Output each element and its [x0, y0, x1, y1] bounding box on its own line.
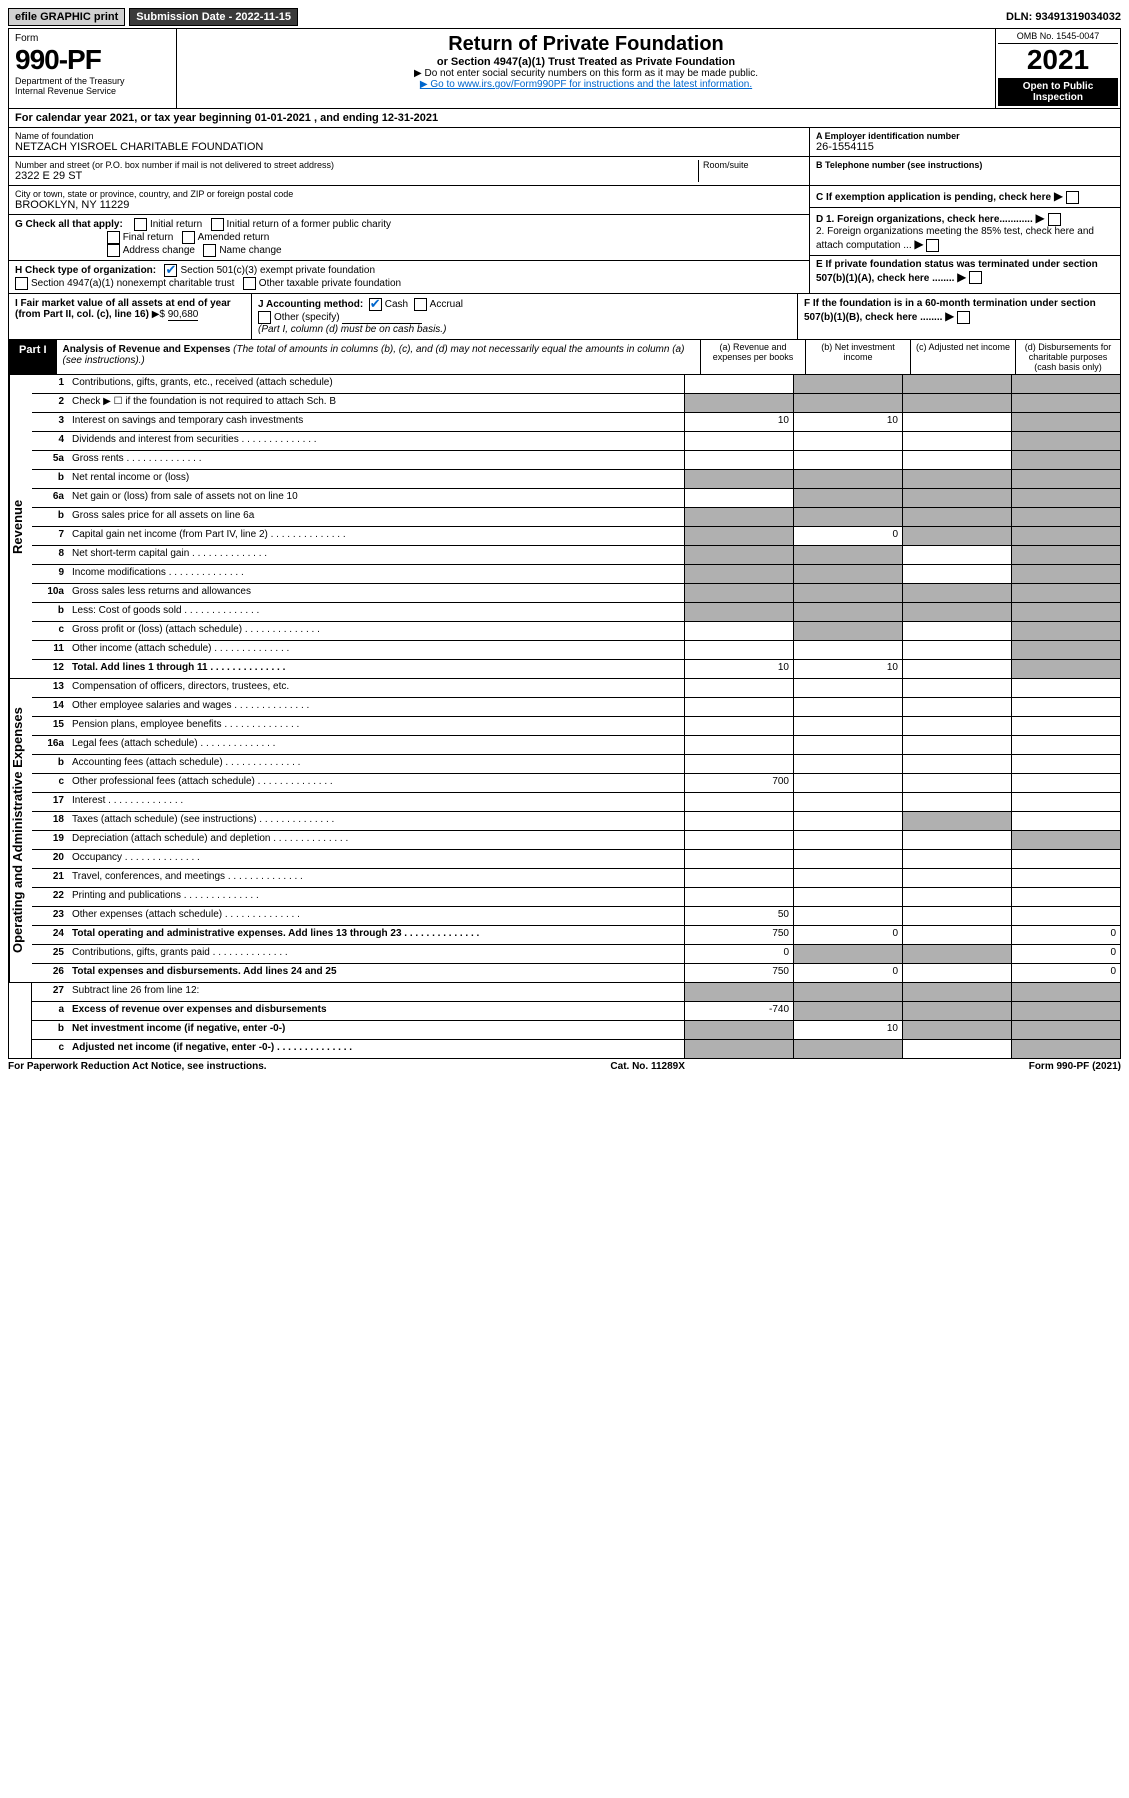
ftr-cat: Cat. No. 11289X [610, 1061, 684, 1072]
cb-e[interactable] [969, 271, 982, 284]
omb-number: OMB No. 1545-0047 [998, 31, 1118, 44]
c-label: C If exemption application is pending, c… [816, 192, 1051, 203]
irs-label: Internal Revenue Service [15, 86, 170, 96]
note-link: ▶ Go to www.irs.gov/Form990PF for instru… [185, 79, 987, 90]
d2-label: 2. Foreign organizations meeting the 85%… [816, 226, 1094, 251]
cb-501c3[interactable] [164, 264, 177, 277]
addr-label: Number and street (or P.O. box number if… [15, 160, 698, 170]
cb-4947[interactable] [15, 277, 28, 290]
cb-final[interactable] [107, 231, 120, 244]
col-d-hdr: (d) Disbursements for charitable purpose… [1015, 340, 1120, 374]
part1-title: Analysis of Revenue and Expenses (The to… [57, 340, 700, 374]
cb-addrchg[interactable] [107, 244, 120, 257]
cb-other-acct[interactable] [258, 311, 271, 324]
note-ssn: ▶ Do not enter social security numbers o… [185, 68, 987, 79]
street-address: 2322 E 29 ST [15, 170, 698, 182]
year-box: OMB No. 1545-0047 2021 Open to Public In… [995, 29, 1120, 108]
city-state-zip: BROOKLYN, NY 11229 [15, 199, 803, 211]
cb-initial[interactable] [134, 218, 147, 231]
cb-namechg[interactable] [203, 244, 216, 257]
expense-rows: 13Compensation of officers, directors, t… [32, 679, 1120, 982]
form-id-box: Form 990-PF Department of the Treasury I… [9, 29, 177, 108]
cb-f[interactable] [957, 311, 970, 324]
part1-tag: Part I [9, 340, 57, 374]
foundation-name: NETZACH YISROEL CHARITABLE FOUNDATION [15, 141, 803, 153]
irs-link[interactable]: ▶ Go to www.irs.gov/Form990PF for instru… [420, 79, 752, 90]
cb-c[interactable] [1066, 191, 1079, 204]
calendar-year: For calendar year 2021, or tax year begi… [8, 109, 1121, 128]
cb-d1[interactable] [1048, 213, 1061, 226]
fmv-value: 90,680 [168, 309, 199, 321]
revenue-label: Revenue [9, 375, 32, 678]
cb-initial-former[interactable] [211, 218, 224, 231]
ein-label: A Employer identification number [816, 131, 1114, 141]
form-subtitle: or Section 4947(a)(1) Trust Treated as P… [185, 56, 987, 68]
dln: DLN: 93491319034032 [1006, 11, 1121, 23]
i-fmv: I Fair market value of all assets at end… [9, 294, 252, 339]
col-c-hdr: (c) Adjusted net income [910, 340, 1015, 374]
ftr-form: Form 990-PF (2021) [1029, 1061, 1121, 1072]
form-label: Form [15, 33, 170, 44]
col-b-hdr: (b) Net investment income [805, 340, 910, 374]
revenue-rows: 1Contributions, gifts, grants, etc., rec… [32, 375, 1120, 678]
cb-other-tax[interactable] [243, 277, 256, 290]
dept-treasury: Department of the Treasury [15, 76, 170, 86]
ftr-left: For Paperwork Reduction Act Notice, see … [8, 1061, 267, 1072]
expenses-label: Operating and Administrative Expenses [9, 679, 32, 982]
j-accounting: J Accounting method: Cash AccrualOther (… [252, 294, 798, 339]
room-label: Room/suite [703, 160, 803, 170]
cb-cash[interactable] [369, 298, 382, 311]
open-inspection: Open to Public Inspection [998, 78, 1118, 106]
d1-label: D 1. Foreign organizations, check here..… [816, 214, 1033, 225]
cb-amended[interactable] [182, 231, 195, 244]
title-box: Return of Private Foundation or Section … [177, 29, 995, 108]
efile-btn[interactable]: efile GRAPHIC print [8, 8, 125, 26]
f-termination: F If the foundation is in a 60-month ter… [798, 294, 1120, 339]
form-title: Return of Private Foundation [185, 33, 987, 56]
h-org-type: H Check type of organization: Section 50… [9, 261, 809, 293]
g-checkboxes: G Check all that apply: Initial return I… [9, 215, 809, 261]
form-number: 990-PF [15, 44, 170, 76]
cb-d2[interactable] [926, 239, 939, 252]
tel-label: B Telephone number (see instructions) [816, 160, 1114, 170]
ein-value: 26-1554115 [816, 141, 1114, 153]
subdate-btn[interactable]: Submission Date - 2022-11-15 [129, 8, 298, 26]
city-label: City or town, state or province, country… [15, 189, 803, 199]
tax-year: 2021 [998, 44, 1118, 76]
cb-accrual[interactable] [414, 298, 427, 311]
name-label: Name of foundation [15, 131, 803, 141]
col-a-hdr: (a) Revenue and expenses per books [700, 340, 805, 374]
